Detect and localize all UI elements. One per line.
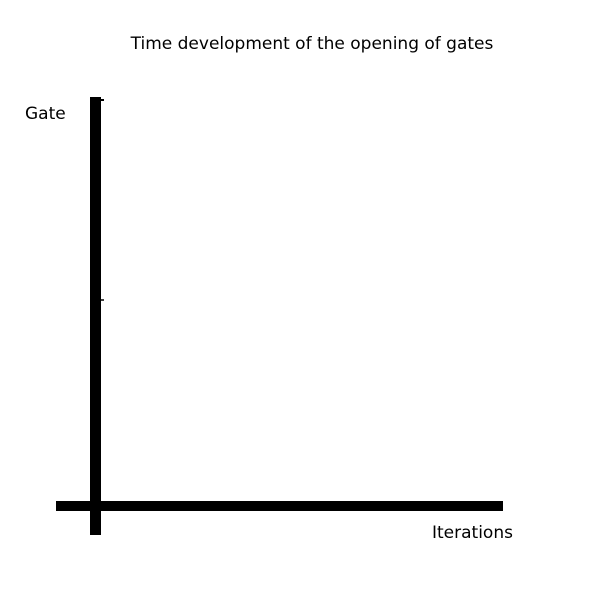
chart-title: Time development of the opening of gates bbox=[130, 34, 494, 54]
y-axis-label: Gate bbox=[25, 104, 66, 124]
x-axis-label: Iterations bbox=[432, 523, 513, 543]
y-axis-line bbox=[90, 97, 101, 535]
x-axis-line bbox=[56, 501, 503, 511]
